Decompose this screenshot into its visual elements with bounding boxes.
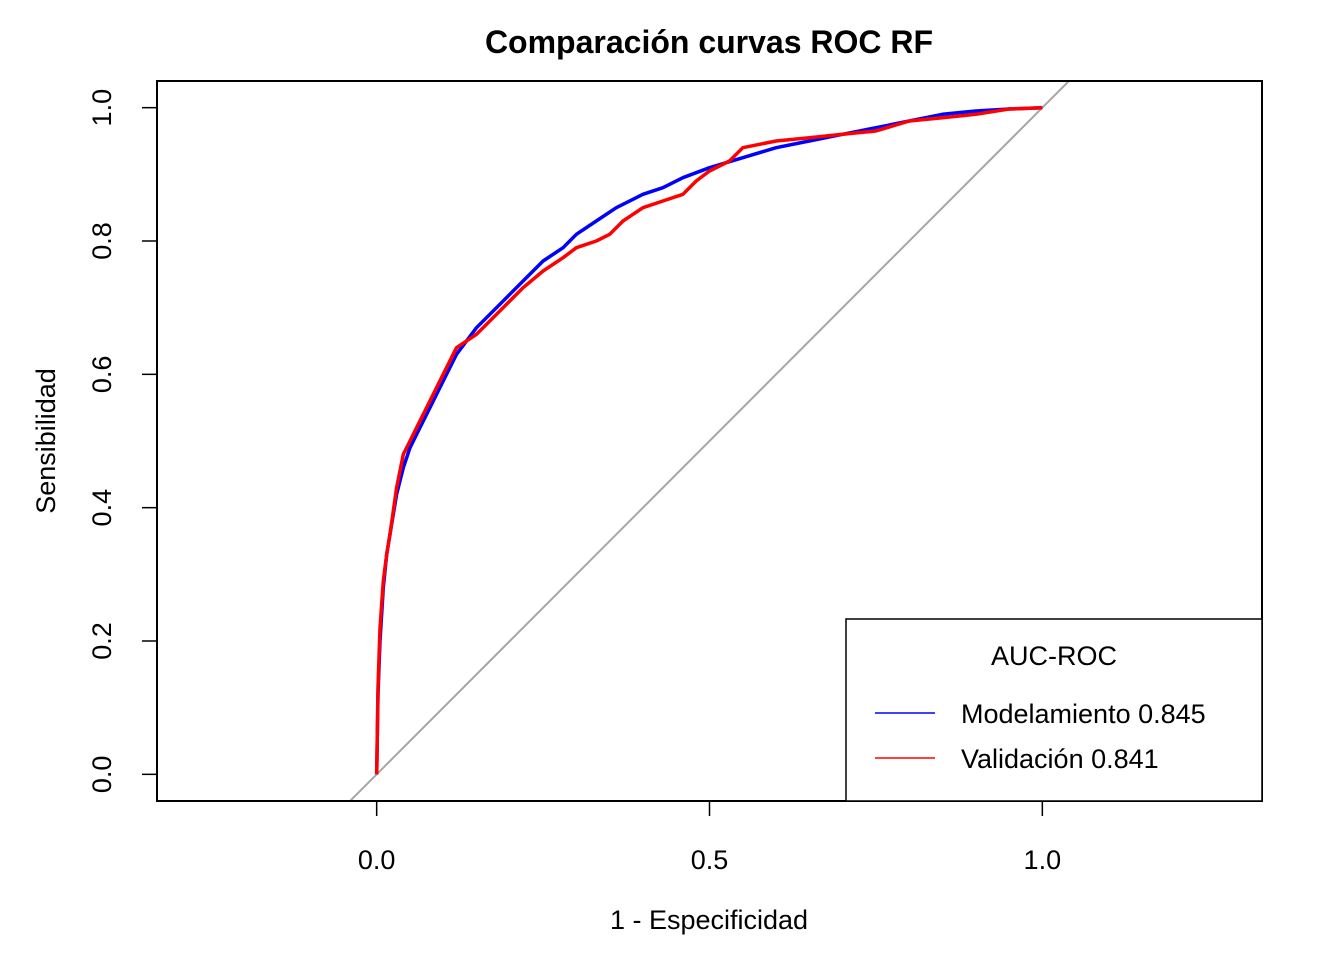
x-axis-label: 1 - Especificidad <box>610 905 808 935</box>
x-axis: 0.0 0.5 1.0 <box>358 800 1062 875</box>
y-tick-label: 0.0 <box>87 756 117 794</box>
chart-title: Comparación curvas ROC RF <box>485 24 933 60</box>
x-tick-label: 1.0 <box>1024 845 1062 875</box>
y-tick-label: 0.6 <box>87 356 117 394</box>
legend-title: AUC-ROC <box>991 641 1117 671</box>
y-tick-label: 0.8 <box>87 222 117 260</box>
x-tick-label: 0.5 <box>691 845 729 875</box>
reference-diagonal-line <box>348 81 1071 801</box>
y-axis: 0.0 0.2 0.4 0.6 0.8 1.0 <box>87 89 158 794</box>
y-tick-label: 0.2 <box>87 622 117 660</box>
legend-entry-validacion: Validación 0.841 <box>961 744 1159 774</box>
legend-entry-modelamiento: Modelamiento 0.845 <box>961 699 1206 729</box>
y-axis-label: Sensibilidad <box>31 368 61 514</box>
roc-curve-validacion <box>374 105 1043 775</box>
y-tick-label: 1.0 <box>87 89 117 127</box>
legend: AUC-ROC Modelamiento 0.845 Validación 0.… <box>845 618 1263 802</box>
y-tick-label: 0.4 <box>87 489 117 527</box>
x-tick-label: 0.0 <box>358 845 396 875</box>
plot-area <box>348 81 1071 801</box>
legend-box <box>845 618 1263 802</box>
